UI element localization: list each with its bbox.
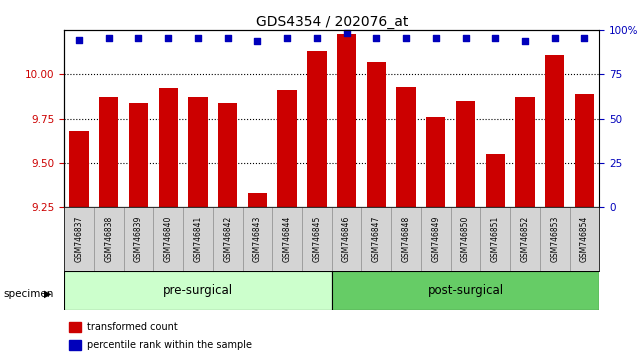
Bar — [64, 207, 94, 271]
Bar — [456, 101, 475, 207]
Bar — [426, 117, 445, 207]
Text: GSM746839: GSM746839 — [134, 216, 143, 262]
Bar — [451, 207, 480, 271]
Bar — [337, 34, 356, 207]
Bar — [69, 340, 81, 350]
Bar — [218, 103, 237, 207]
Text: GSM746844: GSM746844 — [283, 216, 292, 262]
Text: specimen: specimen — [3, 289, 54, 299]
Point — [163, 35, 173, 41]
Bar — [158, 88, 178, 207]
Bar — [183, 207, 213, 271]
Point — [74, 37, 84, 42]
Text: GSM746854: GSM746854 — [580, 216, 589, 262]
Bar — [188, 97, 208, 207]
Bar — [515, 97, 535, 207]
Bar — [396, 87, 416, 207]
Text: GSM746847: GSM746847 — [372, 216, 381, 262]
Text: GSM746841: GSM746841 — [194, 216, 203, 262]
Bar — [302, 207, 331, 271]
Bar — [247, 193, 267, 207]
Text: GSM746843: GSM746843 — [253, 216, 262, 262]
Point — [104, 35, 114, 41]
Bar — [272, 207, 302, 271]
Bar — [99, 97, 119, 207]
Text: percentile rank within the sample: percentile rank within the sample — [87, 340, 253, 350]
Bar — [94, 207, 124, 271]
Point — [549, 35, 560, 41]
Text: pre-surgical: pre-surgical — [163, 284, 233, 297]
Point — [401, 35, 411, 41]
Bar — [307, 51, 326, 207]
Bar — [153, 207, 183, 271]
Text: transformed count: transformed count — [87, 322, 178, 332]
Text: GSM746851: GSM746851 — [491, 216, 500, 262]
Bar — [362, 207, 391, 271]
Text: post-surgical: post-surgical — [428, 284, 504, 297]
Bar — [480, 207, 510, 271]
Bar — [421, 207, 451, 271]
Text: GSM746850: GSM746850 — [461, 216, 470, 262]
Text: GSM746840: GSM746840 — [163, 216, 172, 262]
Bar — [332, 271, 599, 310]
Point — [222, 35, 233, 41]
Point — [460, 35, 470, 41]
Bar — [129, 103, 148, 207]
Point — [431, 35, 441, 41]
Point — [371, 35, 381, 41]
Text: GSM746849: GSM746849 — [431, 216, 440, 262]
Bar — [278, 90, 297, 207]
Text: GSM746845: GSM746845 — [312, 216, 321, 262]
Bar — [545, 55, 564, 207]
Point — [282, 35, 292, 41]
Point — [520, 38, 530, 44]
Bar — [332, 207, 362, 271]
Bar — [64, 271, 332, 310]
Text: GSM746837: GSM746837 — [74, 216, 83, 262]
Bar — [540, 207, 570, 271]
Point — [342, 30, 352, 35]
Text: GSM746838: GSM746838 — [104, 216, 113, 262]
Point — [579, 35, 590, 41]
Bar — [242, 207, 272, 271]
Bar — [124, 207, 153, 271]
Bar — [69, 131, 88, 207]
Bar — [367, 62, 386, 207]
Bar — [69, 322, 81, 332]
Bar — [213, 207, 242, 271]
Bar — [575, 94, 594, 207]
Point — [490, 35, 501, 41]
Text: GSM746842: GSM746842 — [223, 216, 232, 262]
Text: ▶: ▶ — [44, 289, 51, 299]
Bar — [570, 207, 599, 271]
Point — [312, 35, 322, 41]
Text: GSM746852: GSM746852 — [520, 216, 529, 262]
Bar — [391, 207, 421, 271]
Text: GSM746846: GSM746846 — [342, 216, 351, 262]
Point — [253, 38, 263, 44]
Text: GSM746853: GSM746853 — [550, 216, 559, 262]
Point — [133, 35, 144, 41]
Point — [193, 35, 203, 41]
Bar — [486, 154, 505, 207]
Title: GDS4354 / 202076_at: GDS4354 / 202076_at — [256, 15, 408, 29]
Text: GSM746848: GSM746848 — [401, 216, 410, 262]
Bar — [510, 207, 540, 271]
